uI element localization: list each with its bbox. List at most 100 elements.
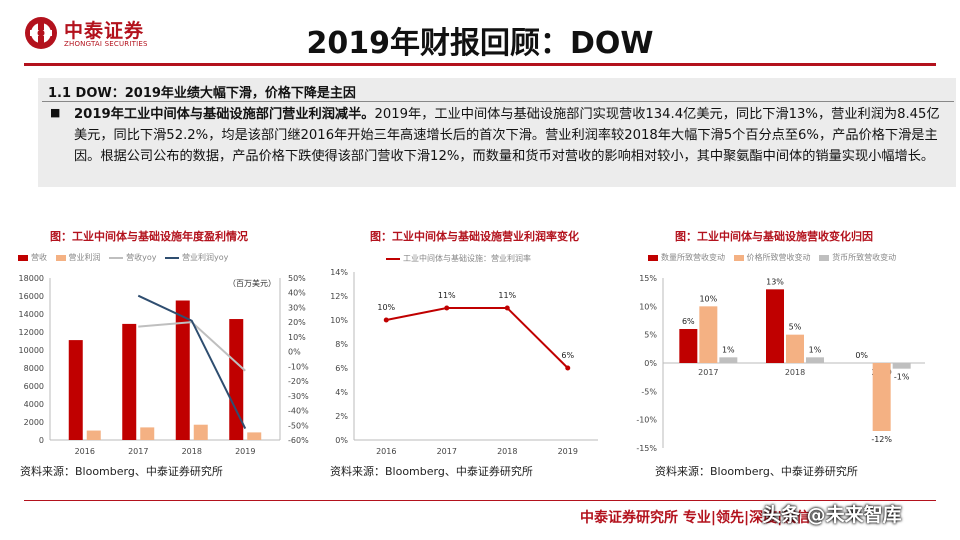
y2-tick-label: -20% [288, 377, 309, 386]
y-tick-label: 0% [644, 359, 657, 368]
bar-volume [766, 289, 784, 363]
y-tick-label: 15% [639, 274, 657, 283]
summary-lead: 2019年工业中间体与基础设施部门营业利润减半。 [74, 107, 375, 122]
x-tick-label: 2017 [437, 447, 457, 456]
line-op-margin [386, 307, 569, 369]
x-tick-label: 2018 [785, 368, 805, 377]
data-point [504, 305, 510, 311]
data-label: 10% [699, 294, 717, 303]
y-tick-label: 10% [639, 302, 657, 311]
bar-op-profit [86, 430, 101, 440]
y-tick-label: 2000 [24, 418, 44, 427]
data-point [444, 305, 450, 311]
chart1-title: 图：工业中间体与基础设施年度盈利情况 [50, 230, 248, 243]
y2-tick-label: -10% [288, 362, 309, 371]
legend-item-price: 价格所致营收变动 [733, 252, 811, 263]
chart1-legend: 营收 营业利润 营收yoy 营业利润yoy [18, 252, 234, 263]
bar-revenue [175, 300, 190, 440]
chart1-unit: （百万美元） [228, 279, 276, 288]
header-divider [24, 63, 936, 66]
y2-tick-label: -60% [288, 436, 309, 445]
data-label: 10% [377, 303, 395, 312]
data-label: 1% [722, 345, 735, 354]
data-label: 13% [766, 277, 784, 286]
y-tick-label: 5% [644, 331, 657, 340]
y-tick-label: 16000 [19, 292, 44, 301]
y-tick-label: 14% [330, 268, 348, 277]
legend-item-op-profit-yoy: 营业利润yoy [165, 252, 228, 263]
bullet-square-icon: ■ [50, 106, 61, 119]
y-tick-label: 4% [335, 388, 348, 397]
zhongtai-logo-icon [25, 17, 57, 49]
bar-price [786, 334, 804, 363]
chart3-legend: 数量所致营收变动 价格所致营收变动 货币所致营收变动 [648, 252, 902, 263]
data-label: 0% [855, 351, 868, 360]
data-label: 5% [789, 323, 802, 332]
y2-tick-label: -50% [288, 421, 309, 430]
chart2-op-margin: 0% 2% 4% 6% 8% 10% 12% 14% 2016 2017 2018 2019 10% 11… [330, 268, 598, 456]
data-label: 6% [682, 317, 695, 326]
data-label: 6% [561, 351, 574, 360]
chart1-source: 资料来源：Bloomberg、中泰证券研究所 [20, 465, 223, 478]
data-label: 1% [809, 345, 822, 354]
y2-tick-label: 20% [288, 318, 306, 327]
summary-body: 2019年，工业中间体与基础设施部门实现营收134.4亿美元，同比下滑13%，营… [74, 107, 940, 164]
y-tick-label: 0% [335, 436, 348, 445]
x-tick-label: 2017 [698, 368, 718, 377]
y-tick-label: 14000 [19, 310, 44, 319]
chart1-revenue-profit: 0 2000 4000 6000 8000 10000 12000 14000 16000 180… [19, 274, 310, 456]
line-revenue-yoy [138, 321, 246, 372]
y-tick-label: 6% [335, 364, 348, 373]
y-tick-label: 4000 [24, 400, 44, 409]
legend-item-op-margin: 工业中间体与基础设施：营业利润率 [386, 253, 531, 264]
y-tick-label: -10% [636, 416, 657, 425]
legend-item-currency: 货币所致营收变动 [819, 252, 896, 263]
y-tick-label: -15% [636, 444, 657, 453]
section-title: 1.1 DOW：2019年业绩大幅下滑，价格下降是主因 [48, 86, 356, 101]
chart3-title: 图：工业中间体与基础设施营收变化归因 [675, 230, 873, 243]
logo-text-cn: 中泰证券 [64, 20, 145, 42]
bar-volume [679, 329, 698, 363]
chart3-source: 资料来源：Bloomberg、中泰证券研究所 [655, 465, 858, 478]
x-tick-label: 2019 [235, 447, 255, 456]
legend-swatch-op-profit-yoy [165, 256, 180, 259]
y2-tick-label: -30% [288, 392, 309, 401]
legend-swatch-op-margin [386, 257, 400, 260]
y2-tick-label: 50% [288, 274, 306, 283]
data-point [383, 317, 389, 323]
y-tick-label: 0 [39, 436, 44, 445]
x-tick-label: 2016 [75, 447, 95, 456]
y2-tick-label: 0% [288, 348, 301, 357]
x-tick-label: 2018 [497, 447, 517, 456]
legend-item-op-profit: 营业利润 [55, 252, 101, 263]
y-tick-label: 2% [335, 412, 348, 421]
y2-tick-label: 10% [288, 333, 306, 342]
y-tick-label: 10000 [19, 346, 44, 355]
data-label: 11% [498, 291, 516, 300]
bar-revenue [68, 340, 83, 440]
summary-paragraph: 2019年工业中间体与基础设施部门营业利润减半。2019年，工业中间体与基础设施… [74, 104, 944, 167]
data-label: 11% [438, 291, 456, 300]
legend-item-volume: 数量所致营收变动 [648, 252, 725, 263]
section-divider [42, 101, 954, 102]
chart2-legend: 工业中间体与基础设施：营业利润率 [386, 253, 537, 264]
bar-currency [719, 357, 738, 363]
bar-op-profit [247, 432, 262, 440]
y-tick-label: 8000 [24, 364, 44, 373]
y-tick-label: 12% [330, 292, 348, 301]
y-tick-label: 18000 [19, 274, 44, 283]
legend-swatch-volume [648, 254, 658, 261]
y-tick-label: 10% [330, 316, 348, 325]
y-tick-label: 12000 [19, 328, 44, 337]
chart3-revenue-attribution: -15%-10%-5%0%5%10%15%2017201820196%13%0%… [636, 274, 925, 453]
x-tick-label: 2017 [128, 447, 148, 456]
data-point [565, 365, 571, 371]
legend-item-revenue-yoy: 营收yoy [109, 252, 156, 263]
bar-price [872, 363, 891, 431]
y2-tick-label: -40% [288, 407, 309, 416]
legend-swatch-op-profit [55, 254, 66, 261]
legend-swatch-revenue-yoy [109, 256, 124, 259]
summary-box [38, 78, 956, 187]
watermark: 头条 @未来智库 [762, 504, 902, 526]
logo-text-en: ZHONGTAI SECURITIES [64, 40, 148, 48]
